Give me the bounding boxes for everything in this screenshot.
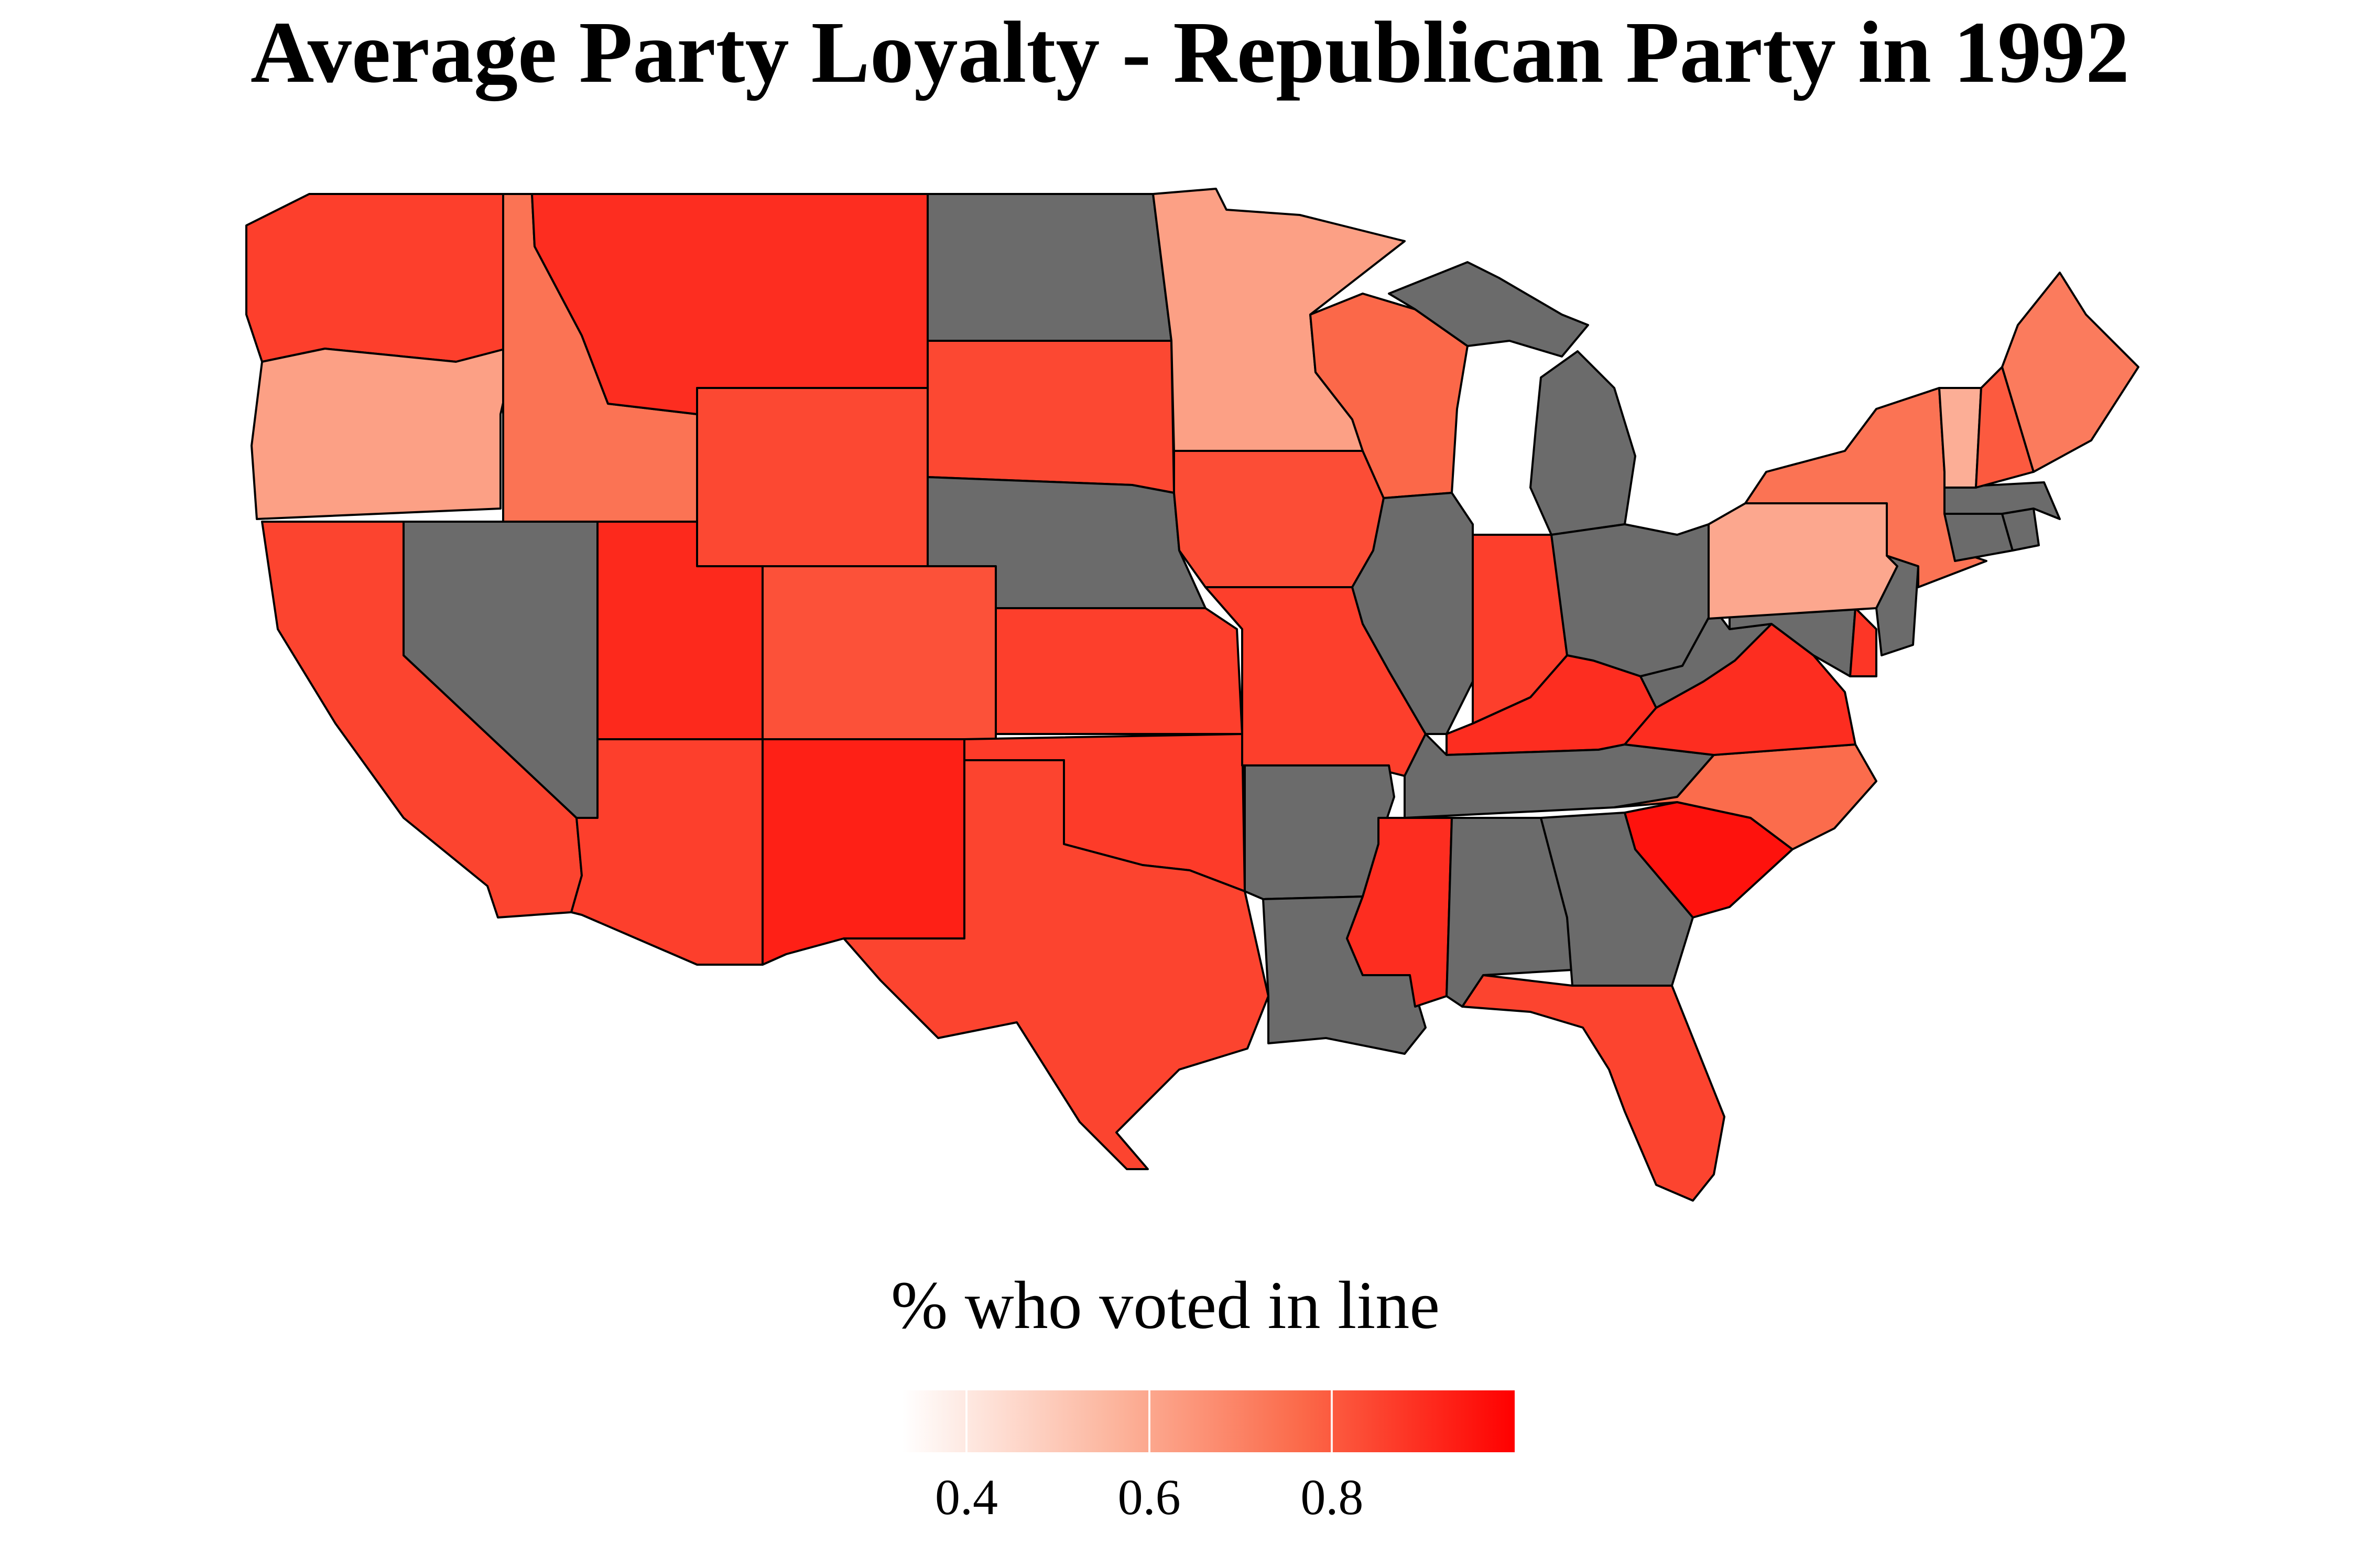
states-group <box>245 188 2139 1202</box>
legend-tick-label: 0.6 <box>1117 1469 1181 1525</box>
state-or[interactable] <box>251 345 517 520</box>
state-ma[interactable] <box>1943 481 2061 520</box>
legend-tick-label: 0.8 <box>1300 1469 1364 1525</box>
state-ks[interactable] <box>995 607 1243 735</box>
legend-tick-mark <box>1331 1390 1333 1452</box>
state-vt[interactable] <box>1938 387 1982 489</box>
state-co[interactable] <box>762 565 997 740</box>
state-pa[interactable] <box>1708 502 1898 620</box>
state-wa[interactable] <box>245 193 504 363</box>
state-de[interactable] <box>1849 607 1877 677</box>
legend-tick-label: 0.4 <box>935 1469 998 1525</box>
state-nc[interactable] <box>1613 743 1877 850</box>
map-title: Average Party Loyalty - Republican Party… <box>250 4 2130 101</box>
legend-color-bar <box>903 1390 1515 1452</box>
legend-tick-mark <box>965 1390 968 1452</box>
state-az[interactable] <box>570 738 764 966</box>
state-wy[interactable] <box>696 387 929 567</box>
legend-tick-mark <box>1148 1390 1150 1452</box>
state-ct[interactable] <box>1943 513 2014 562</box>
state-fl[interactable] <box>1461 974 1725 1202</box>
state-ia[interactable] <box>1173 450 1385 588</box>
state-tx[interactable] <box>843 759 1269 1170</box>
state-me[interactable] <box>2001 272 2139 473</box>
state-nm[interactable] <box>762 738 965 966</box>
state-nd[interactable] <box>927 193 1172 342</box>
state-sd[interactable] <box>927 340 1175 494</box>
legend-title: % who voted in line <box>891 1268 1440 1343</box>
